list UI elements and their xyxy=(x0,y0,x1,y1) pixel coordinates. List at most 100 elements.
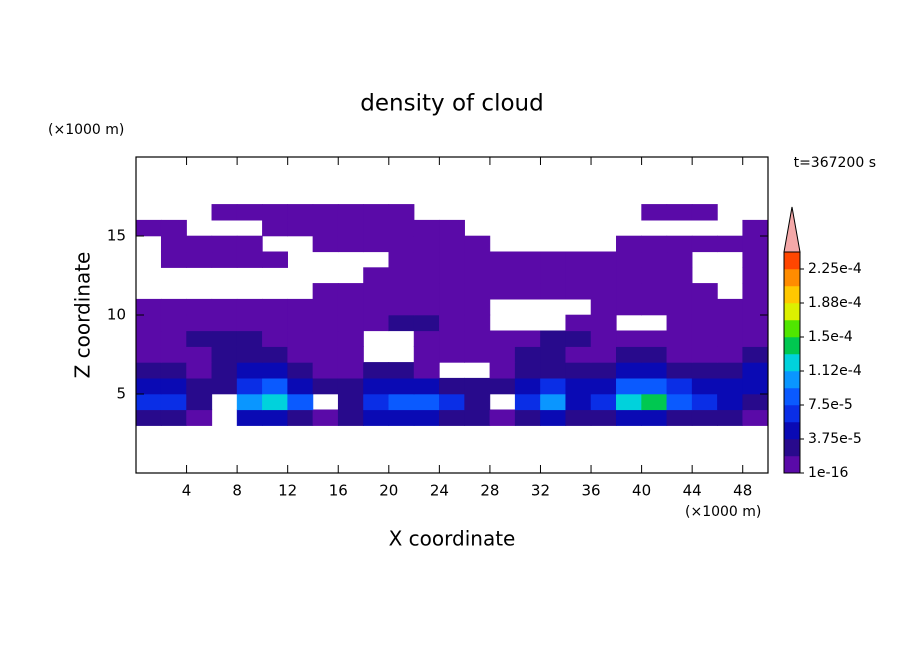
colorbar-band xyxy=(783,268,801,287)
contour-cell xyxy=(464,267,491,284)
contour-cell xyxy=(186,346,213,363)
contour-cell xyxy=(388,267,415,284)
contour-cell xyxy=(388,362,415,379)
colorbar-tick-label: 1.5e-4 xyxy=(808,329,853,345)
contour-cell xyxy=(464,298,491,316)
contour-cell xyxy=(236,251,263,268)
contour-cell xyxy=(312,362,339,379)
y-tick-label: 5 xyxy=(116,385,126,403)
contour-cell xyxy=(160,314,187,332)
contour-cell xyxy=(186,251,213,268)
contour-cell xyxy=(641,330,668,347)
contour-cell xyxy=(439,298,465,316)
contour-cell xyxy=(742,283,769,300)
contour-cell xyxy=(616,330,642,347)
contour-cell xyxy=(312,204,339,221)
contour-cell xyxy=(287,330,314,347)
contour-cell xyxy=(514,362,541,379)
colorbar-frame xyxy=(783,251,801,474)
contour-cell xyxy=(540,377,567,395)
y-axis-label: Z coordinate xyxy=(71,252,95,379)
contour-cell xyxy=(388,283,415,300)
contour-cell xyxy=(312,298,339,316)
contour-cell xyxy=(211,362,238,379)
contour-cell xyxy=(337,298,364,316)
contour-cell xyxy=(691,235,718,253)
colorbar-band xyxy=(783,353,801,372)
colorbar-band xyxy=(783,421,801,440)
contour-cell xyxy=(439,409,465,426)
contour-cell xyxy=(691,409,718,426)
contour-cell xyxy=(616,298,642,316)
contour-cell xyxy=(565,377,592,395)
contour-cell xyxy=(337,377,364,395)
contour-cell xyxy=(439,267,465,284)
contour-cell xyxy=(211,204,238,221)
x-tick-label: 40 xyxy=(632,482,651,500)
contour-cell xyxy=(262,204,288,221)
contour-cell xyxy=(666,393,693,411)
contour-cell xyxy=(312,409,339,426)
contour-cell xyxy=(717,330,744,347)
colorbar-tick-label: 1e-16 xyxy=(808,465,848,481)
contour-cell xyxy=(287,204,314,221)
colorbar-band xyxy=(783,285,801,304)
contour-cell xyxy=(262,298,288,316)
contour-cell xyxy=(262,393,288,411)
contour-cell xyxy=(363,219,390,237)
x-tick-label: 48 xyxy=(733,482,752,500)
contour-cell xyxy=(287,219,314,237)
contour-cell xyxy=(540,283,567,300)
x-tick-label: 4 xyxy=(182,482,192,500)
contour-cell xyxy=(540,409,567,426)
contour-cell xyxy=(641,235,668,253)
colorbar-band xyxy=(783,336,801,355)
x-tick-label: 44 xyxy=(683,482,702,500)
contour-cell xyxy=(616,377,642,395)
contour-cell xyxy=(590,298,617,316)
contour-cell xyxy=(236,298,263,316)
x-tick-label: 8 xyxy=(232,482,242,500)
contour-cell xyxy=(691,362,718,379)
contour-cell xyxy=(666,298,693,316)
contour-cell xyxy=(540,362,567,379)
contour-cell xyxy=(666,204,693,221)
x-tick-label: 28 xyxy=(480,482,499,500)
contour-cell xyxy=(287,409,314,426)
contour-cell xyxy=(211,330,238,347)
contour-cell xyxy=(388,314,415,332)
contour-cell xyxy=(565,283,592,300)
colorbar-tick-label: 7.5e-5 xyxy=(808,397,853,413)
contour-cell xyxy=(211,314,238,332)
colorbar-band xyxy=(783,302,801,321)
field xyxy=(135,204,769,426)
contour-cell xyxy=(439,251,465,268)
contour-cell xyxy=(262,409,288,426)
contour-cell xyxy=(388,409,415,426)
contour-cell xyxy=(160,235,187,253)
contour-cell xyxy=(262,377,288,395)
contour-cell xyxy=(160,298,187,316)
contour-cell xyxy=(211,346,238,363)
contour-cell xyxy=(135,409,162,426)
x-tick-label: 36 xyxy=(581,482,600,500)
contour-cell xyxy=(616,409,642,426)
contour-cell xyxy=(540,267,567,284)
contour-cell xyxy=(287,377,314,395)
contour-cell xyxy=(337,283,364,300)
x-tick-label: 16 xyxy=(329,482,348,500)
contour-cell xyxy=(413,219,440,237)
contour-cell xyxy=(262,314,288,332)
contour-cell xyxy=(717,235,744,253)
contour-cell xyxy=(616,362,642,379)
contour-cell xyxy=(691,204,718,221)
contour-cell xyxy=(160,362,187,379)
contour-cell xyxy=(186,330,213,347)
contour-cell xyxy=(287,298,314,316)
contour-cell xyxy=(236,362,263,379)
contour-cell xyxy=(186,362,213,379)
contour-cell xyxy=(590,377,617,395)
contour-cell xyxy=(160,409,187,426)
contour-cell xyxy=(135,346,162,363)
contour-cell xyxy=(514,267,541,284)
